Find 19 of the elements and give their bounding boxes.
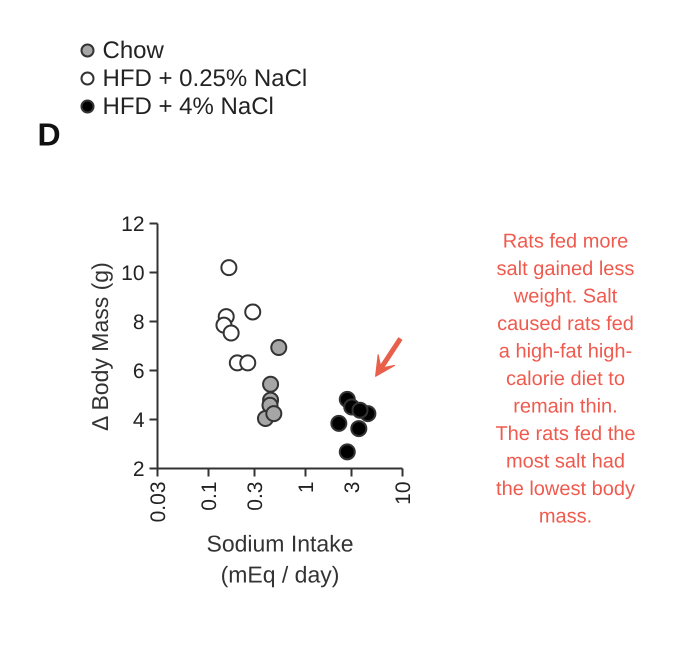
chart-title: D: [38, 116, 61, 152]
x-tick-label: 0.03: [147, 481, 170, 522]
legend-label: Chow: [102, 37, 165, 64]
x-tick-label: 10: [392, 482, 415, 505]
y-tick-label: 10: [121, 262, 144, 285]
y-axis-title: Δ Body Mass (g): [87, 262, 114, 432]
y-tick-label: 2: [132, 458, 145, 481]
x-tick-label: 0.1: [198, 481, 221, 511]
x-tick-label: 0.3: [244, 481, 268, 511]
x-tick-label: 3: [341, 481, 364, 494]
y-tick-label: 4: [132, 409, 145, 432]
y-tick-label: 6: [132, 360, 145, 383]
y-tick-label: 12: [121, 213, 144, 236]
y-tick-label: 8: [132, 311, 145, 334]
legend-label: HFD + 4% NaCl: [102, 93, 274, 120]
text: Rats fed more salt gained less weight. Salt caused rats fed a high-fat high- calorie diet to remain thin. The rats fed the most salt had the lowest body mass.: [495, 230, 636, 528]
x-tick-label: 1: [294, 481, 318, 494]
legend-label: HFD + 0.25% NaCl: [102, 65, 308, 92]
x-axis-title: Sodium Intake (mEq / day): [206, 530, 354, 588]
